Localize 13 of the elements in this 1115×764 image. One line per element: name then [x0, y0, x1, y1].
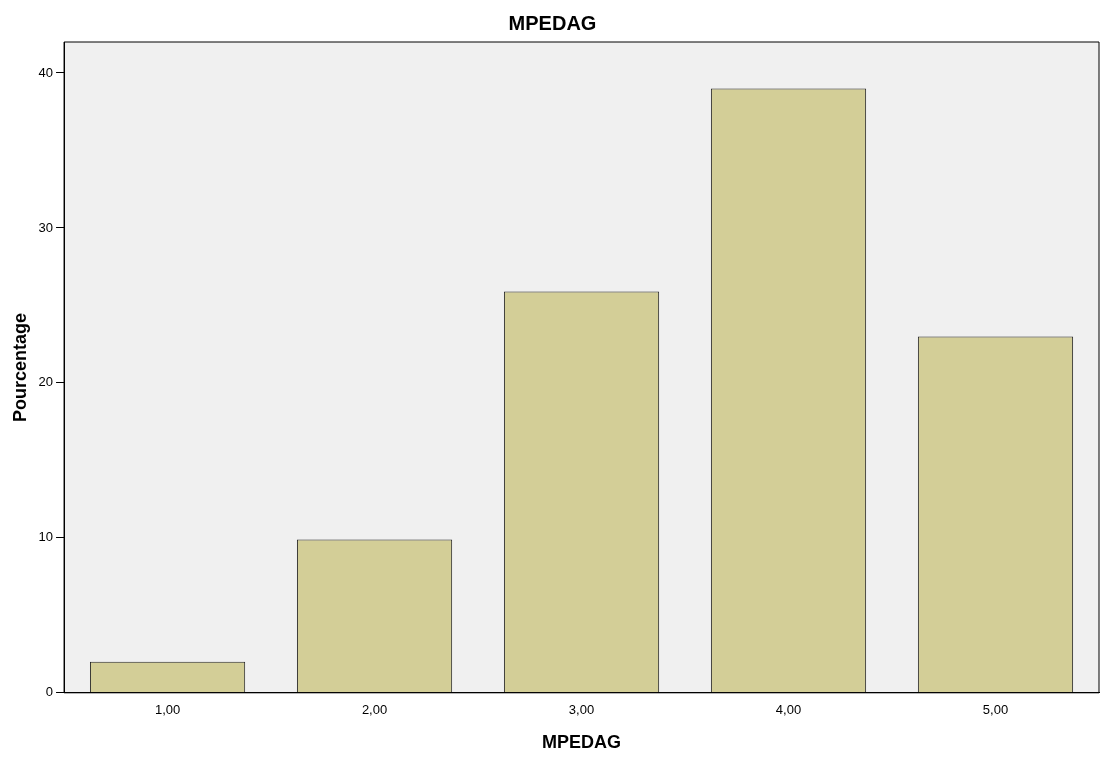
y-axis-title: Pourcentage	[9, 312, 30, 422]
y-tick-label: 0	[45, 684, 54, 700]
x-tick-label: 1,00	[154, 702, 181, 718]
y-tick-label: 40	[38, 64, 54, 80]
chart-title: MPEDAG	[508, 11, 597, 34]
x-tick-label: 3,00	[568, 702, 595, 718]
x-tick-label: 2,00	[361, 702, 388, 718]
x-axis-title: MPEDAG	[542, 732, 622, 753]
x-tick-label: 4,00	[775, 702, 802, 718]
y-tick-label: 30	[38, 219, 54, 235]
y-tick-label: 10	[38, 529, 54, 545]
y-tick-label: 20	[38, 374, 54, 390]
x-tick-label: 5,00	[982, 702, 1009, 718]
